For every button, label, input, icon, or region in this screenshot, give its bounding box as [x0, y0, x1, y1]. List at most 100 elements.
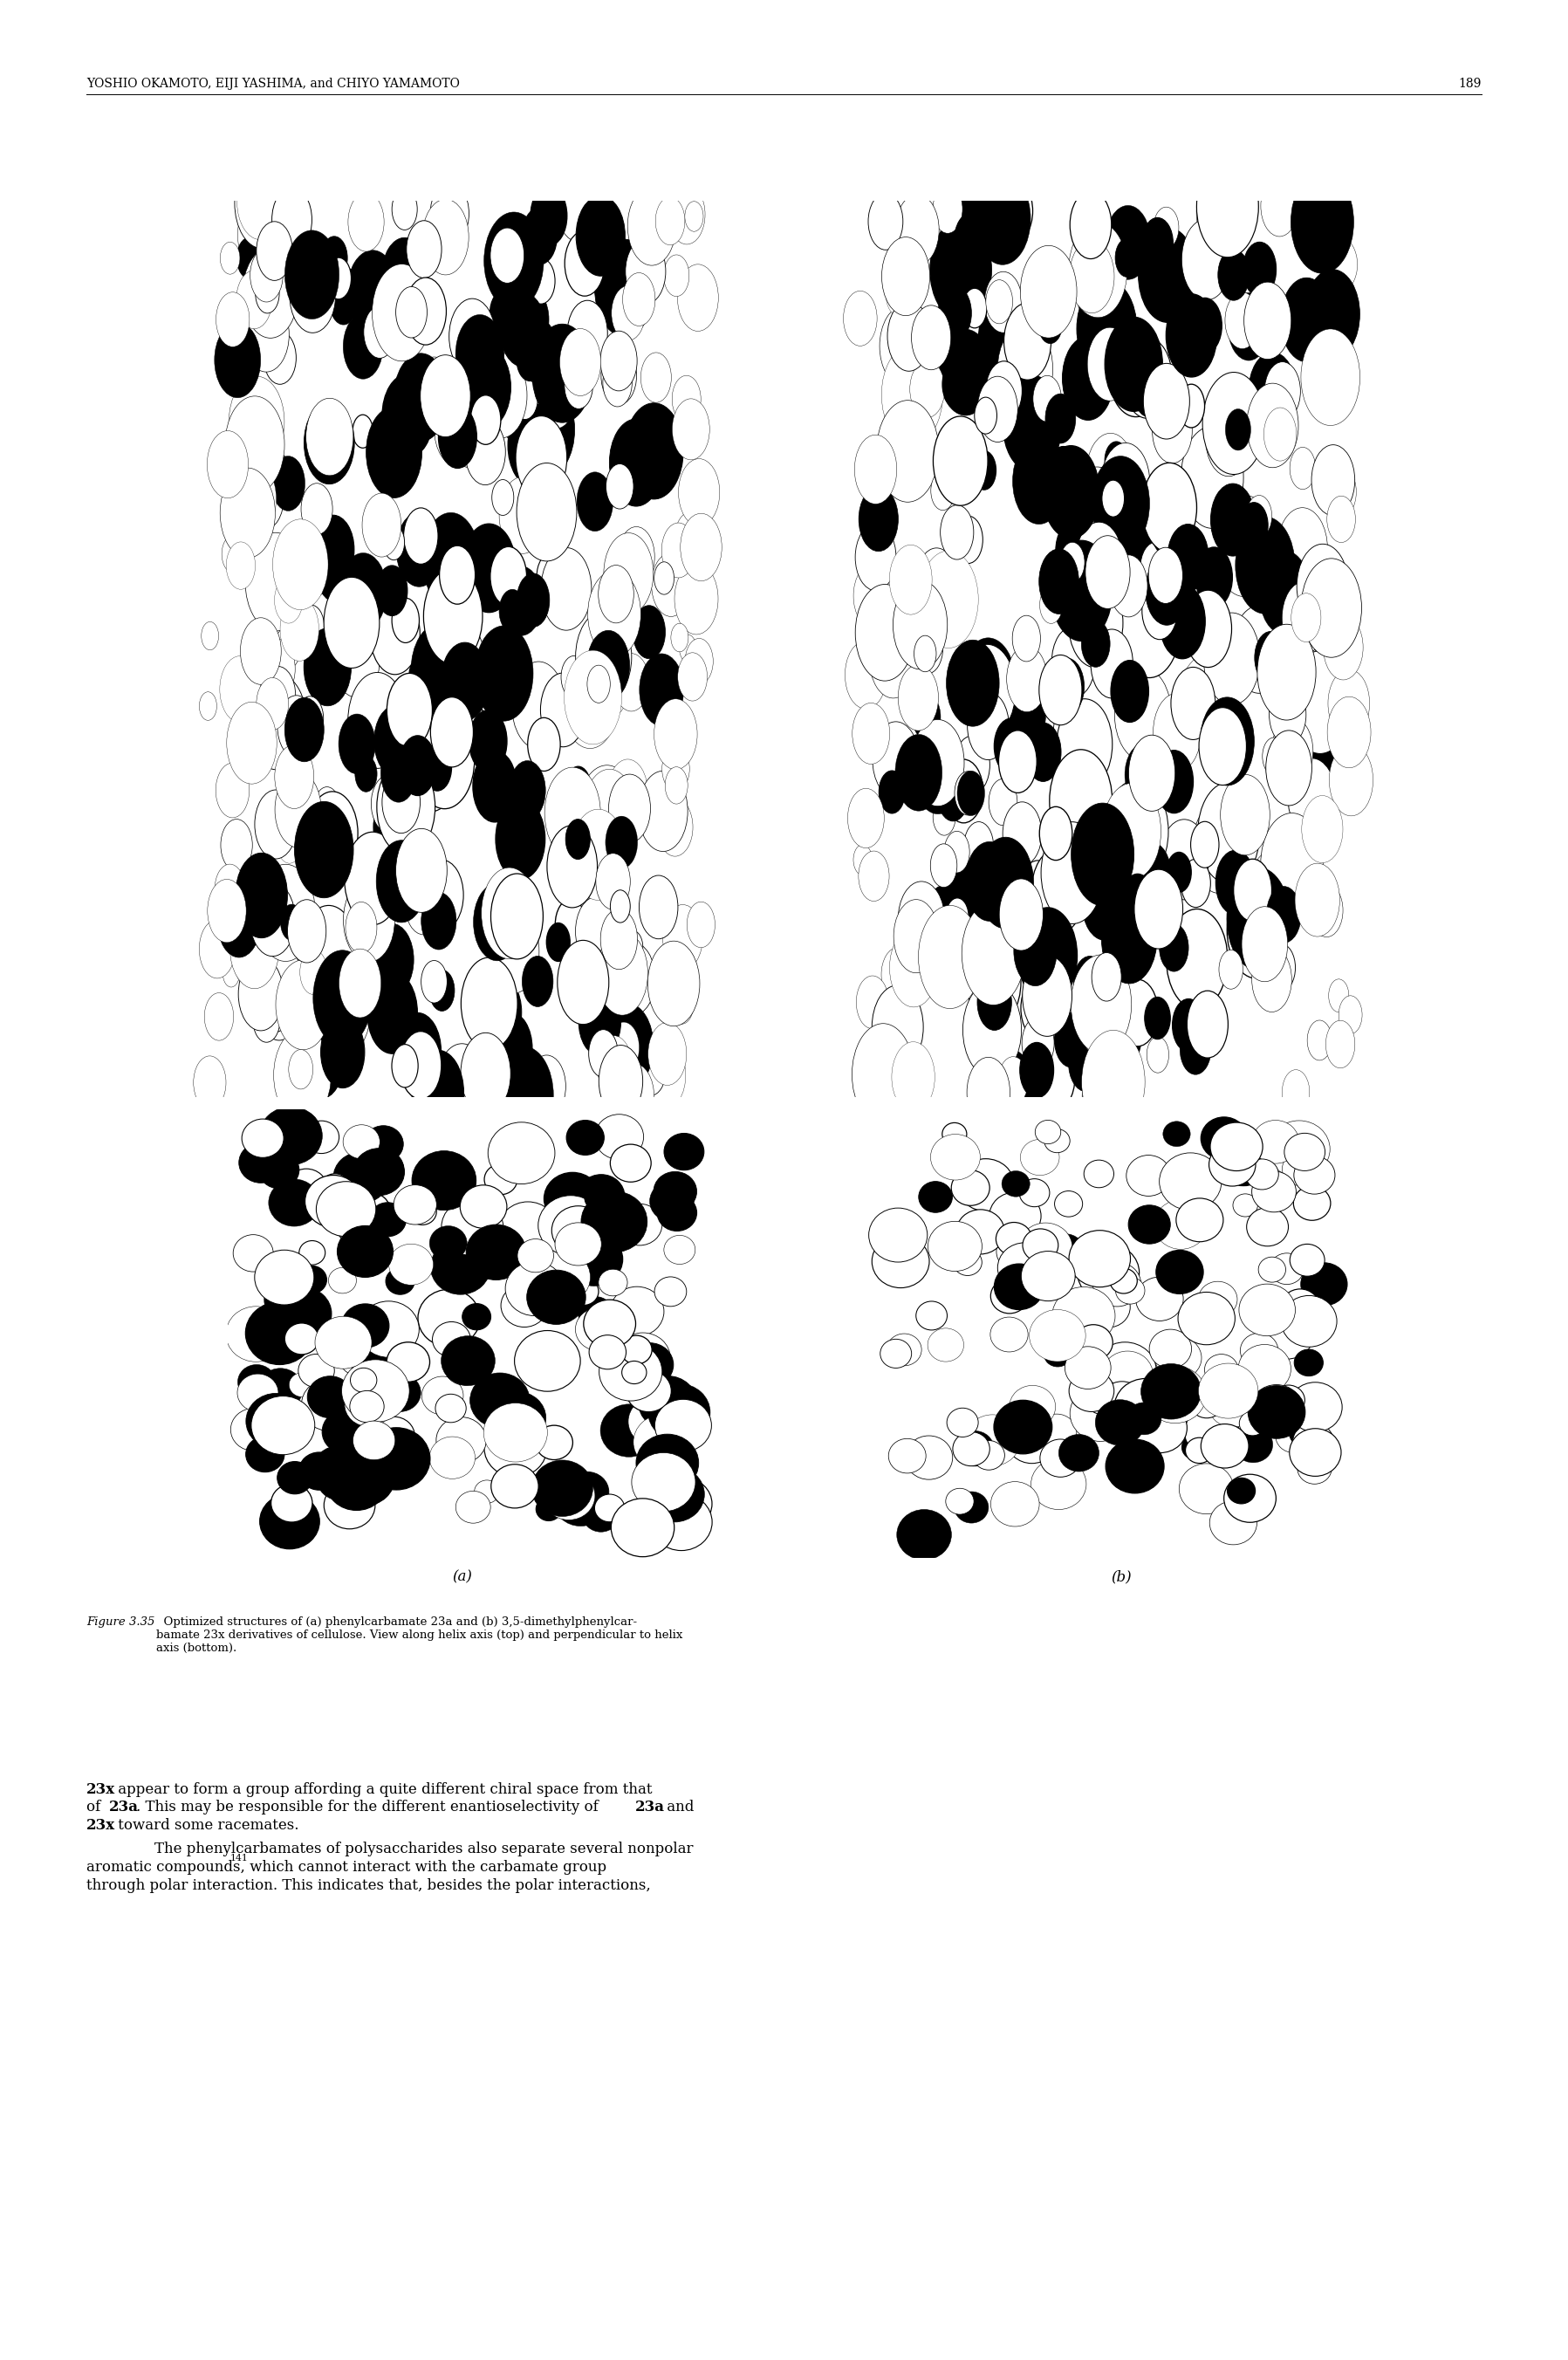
Circle shape	[662, 746, 690, 791]
Circle shape	[193, 1055, 226, 1109]
Circle shape	[1149, 486, 1193, 559]
Circle shape	[350, 1390, 384, 1423]
Circle shape	[1066, 467, 1127, 566]
Circle shape	[594, 1494, 624, 1522]
Circle shape	[392, 597, 419, 642]
Circle shape	[1247, 382, 1298, 467]
Circle shape	[1054, 765, 1079, 807]
Circle shape	[1112, 583, 1152, 647]
Circle shape	[648, 1383, 710, 1442]
Circle shape	[1289, 1428, 1341, 1477]
Circle shape	[1033, 1043, 1076, 1112]
Circle shape	[1148, 548, 1182, 604]
Circle shape	[1077, 264, 1113, 323]
Circle shape	[536, 366, 575, 430]
Circle shape	[640, 876, 677, 939]
Circle shape	[220, 656, 260, 722]
Circle shape	[561, 656, 586, 699]
Circle shape	[881, 345, 942, 444]
Circle shape	[916, 548, 958, 616]
Circle shape	[299, 1241, 325, 1265]
Circle shape	[1264, 408, 1297, 460]
Circle shape	[1258, 625, 1316, 720]
Circle shape	[1110, 522, 1152, 592]
Circle shape	[1248, 1385, 1305, 1440]
Circle shape	[1283, 581, 1327, 654]
Circle shape	[312, 514, 354, 585]
Circle shape	[238, 958, 284, 1031]
Circle shape	[1019, 1178, 1049, 1206]
Circle shape	[1228, 883, 1286, 979]
Circle shape	[364, 1126, 403, 1163]
Circle shape	[1046, 394, 1076, 444]
Circle shape	[1206, 401, 1251, 477]
Circle shape	[622, 930, 643, 963]
Circle shape	[994, 1399, 1052, 1454]
Circle shape	[1123, 337, 1171, 418]
Circle shape	[530, 186, 568, 245]
Circle shape	[966, 843, 1014, 920]
Circle shape	[500, 1284, 547, 1326]
Circle shape	[955, 1430, 994, 1466]
Circle shape	[373, 791, 419, 864]
Circle shape	[626, 1343, 673, 1388]
Circle shape	[1251, 946, 1292, 1012]
Circle shape	[1171, 668, 1215, 739]
Circle shape	[941, 198, 993, 283]
Circle shape	[1195, 548, 1232, 607]
Circle shape	[618, 526, 654, 585]
Circle shape	[952, 1171, 989, 1206]
Circle shape	[986, 281, 1013, 323]
Circle shape	[602, 359, 632, 406]
Circle shape	[643, 1041, 685, 1109]
Circle shape	[289, 1374, 315, 1397]
Circle shape	[1220, 774, 1270, 854]
Circle shape	[1074, 1324, 1113, 1359]
Circle shape	[1049, 750, 1112, 852]
Circle shape	[204, 994, 234, 1041]
Circle shape	[423, 743, 452, 791]
Circle shape	[271, 455, 306, 510]
Circle shape	[321, 1409, 370, 1454]
Circle shape	[1022, 1239, 1079, 1291]
Circle shape	[939, 330, 993, 415]
Circle shape	[1204, 1355, 1239, 1385]
Circle shape	[1044, 1234, 1085, 1272]
Circle shape	[375, 706, 417, 776]
Circle shape	[345, 833, 401, 925]
Circle shape	[853, 703, 889, 765]
Circle shape	[543, 1473, 594, 1520]
Circle shape	[474, 750, 516, 821]
Circle shape	[1129, 734, 1174, 812]
Circle shape	[307, 791, 358, 876]
Circle shape	[895, 734, 942, 812]
Circle shape	[207, 432, 248, 498]
Circle shape	[274, 1286, 331, 1340]
Circle shape	[1178, 654, 1239, 753]
Circle shape	[583, 1300, 635, 1348]
Circle shape	[1198, 182, 1229, 231]
Circle shape	[588, 1029, 618, 1079]
Circle shape	[339, 715, 375, 774]
Circle shape	[586, 630, 630, 701]
Circle shape	[917, 729, 956, 795]
Circle shape	[500, 293, 546, 366]
Circle shape	[928, 1329, 964, 1362]
Circle shape	[1159, 923, 1189, 972]
Circle shape	[516, 234, 541, 276]
Circle shape	[855, 524, 895, 590]
Text: 189: 189	[1458, 78, 1482, 90]
Circle shape	[947, 640, 999, 727]
Circle shape	[1142, 581, 1178, 640]
Circle shape	[612, 1499, 674, 1558]
Circle shape	[1040, 550, 1079, 614]
Circle shape	[564, 363, 593, 408]
Circle shape	[1013, 616, 1041, 661]
Circle shape	[1312, 616, 1339, 658]
Circle shape	[663, 1133, 704, 1171]
Circle shape	[856, 975, 889, 1029]
Circle shape	[1184, 937, 1212, 984]
Circle shape	[967, 937, 1021, 1027]
Circle shape	[1152, 399, 1192, 463]
Circle shape	[448, 300, 495, 375]
